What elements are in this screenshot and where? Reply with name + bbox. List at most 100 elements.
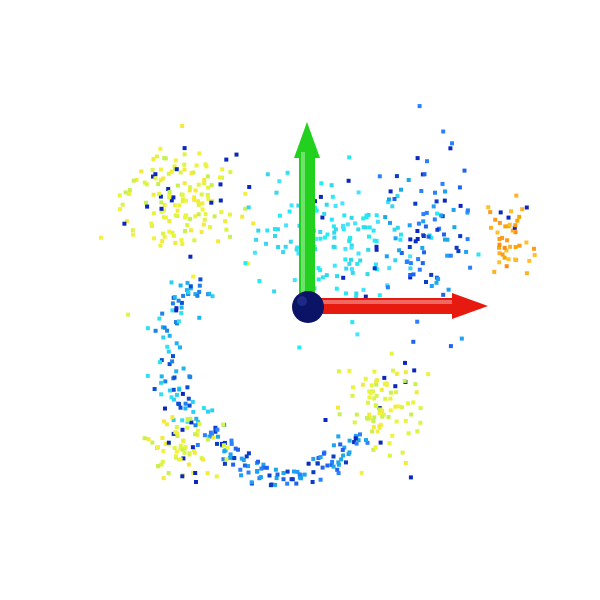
point xyxy=(161,231,165,236)
point xyxy=(268,483,273,488)
point xyxy=(418,420,423,425)
x-axis-arrow xyxy=(308,293,488,319)
upper-left-lobe-cluster xyxy=(98,124,256,317)
point xyxy=(347,155,352,160)
point xyxy=(374,379,379,384)
point xyxy=(265,228,270,233)
point xyxy=(374,244,379,249)
point xyxy=(159,392,164,397)
point xyxy=(464,249,469,254)
point xyxy=(316,266,321,271)
point xyxy=(353,436,358,441)
point xyxy=(349,257,353,262)
point xyxy=(407,245,412,249)
point xyxy=(272,227,277,231)
point xyxy=(388,408,393,413)
point xyxy=(386,200,390,205)
point xyxy=(157,316,162,321)
point xyxy=(399,187,403,192)
point xyxy=(411,400,416,405)
point xyxy=(324,273,329,278)
point xyxy=(182,450,187,455)
point xyxy=(417,267,422,272)
point xyxy=(311,456,316,461)
y-axis-shaft xyxy=(299,150,315,308)
point xyxy=(174,308,179,313)
point xyxy=(372,266,377,271)
point xyxy=(117,207,122,212)
point xyxy=(190,445,195,450)
point xyxy=(347,239,352,244)
point xyxy=(170,301,175,306)
point xyxy=(296,203,301,208)
point xyxy=(316,456,321,460)
point xyxy=(505,238,510,243)
point xyxy=(290,477,295,482)
point xyxy=(186,462,191,467)
point xyxy=(126,312,131,317)
point xyxy=(367,225,372,230)
point xyxy=(513,230,518,235)
point xyxy=(458,203,463,208)
point xyxy=(445,253,450,258)
point xyxy=(421,234,426,238)
point xyxy=(180,242,185,246)
point xyxy=(274,476,279,481)
point xyxy=(517,214,522,219)
point xyxy=(391,368,395,373)
point xyxy=(224,157,229,162)
point xyxy=(275,472,280,477)
point xyxy=(160,459,165,464)
point xyxy=(520,207,525,212)
point xyxy=(346,178,351,183)
point xyxy=(218,182,223,187)
point xyxy=(486,205,491,210)
point xyxy=(318,455,323,460)
point xyxy=(178,170,183,175)
point xyxy=(349,243,354,248)
point xyxy=(318,236,323,241)
point xyxy=(331,464,336,469)
point xyxy=(302,472,307,477)
point xyxy=(431,204,436,209)
point xyxy=(459,336,464,341)
point xyxy=(404,260,409,264)
point xyxy=(205,174,210,179)
point xyxy=(162,202,167,207)
point xyxy=(243,261,248,266)
point xyxy=(159,206,164,211)
point xyxy=(227,455,232,460)
point xyxy=(347,368,352,373)
point xyxy=(408,254,413,259)
point xyxy=(181,293,186,298)
point xyxy=(408,475,413,480)
point xyxy=(385,285,390,290)
point xyxy=(255,469,260,473)
point xyxy=(337,412,342,417)
point xyxy=(343,246,348,251)
point xyxy=(429,272,434,277)
point xyxy=(532,253,537,257)
point xyxy=(384,254,389,259)
point xyxy=(513,257,518,262)
point xyxy=(246,464,251,469)
point xyxy=(318,194,323,199)
point xyxy=(179,238,184,243)
point xyxy=(205,471,210,476)
point xyxy=(173,240,178,245)
point xyxy=(229,438,234,443)
point xyxy=(145,204,150,209)
point xyxy=(153,328,158,333)
point xyxy=(407,223,412,228)
point xyxy=(185,418,190,423)
point xyxy=(399,232,403,237)
point xyxy=(127,192,131,196)
point xyxy=(159,374,164,379)
point xyxy=(186,396,191,401)
point xyxy=(162,234,167,239)
point xyxy=(409,412,414,417)
point xyxy=(172,446,177,450)
point xyxy=(442,232,446,237)
point xyxy=(356,438,361,443)
